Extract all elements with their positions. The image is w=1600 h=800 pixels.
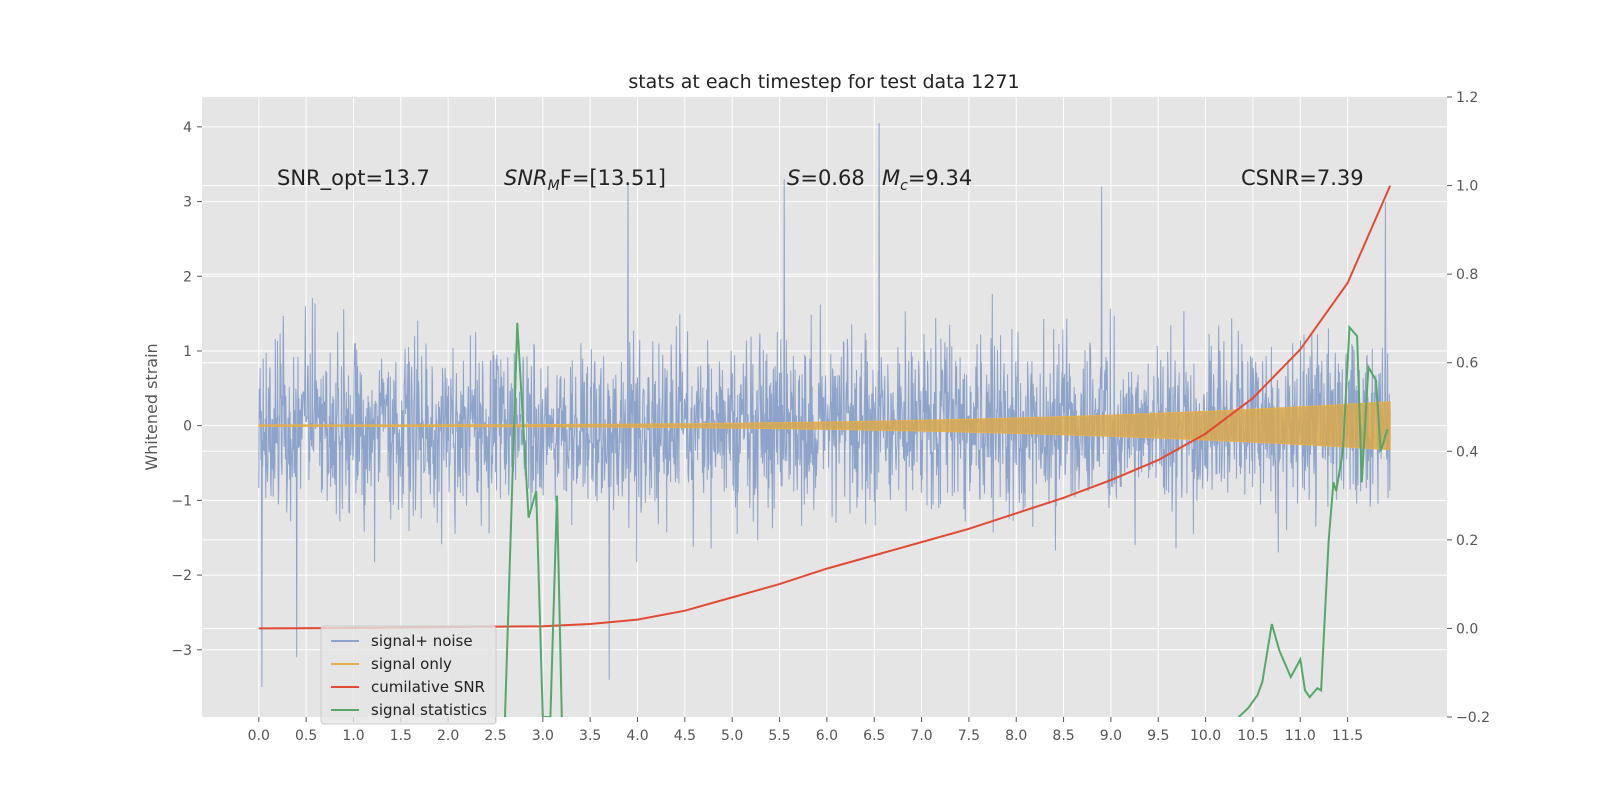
- y-tick-label: −2: [171, 568, 192, 584]
- x-tick-label: 4.5: [674, 728, 696, 744]
- y2-tick-label: 0.0: [1456, 621, 1478, 637]
- y-axis-ticks: 4 3 2 1 0 −1 −2 −3: [171, 120, 202, 659]
- x-tick-label: 10.0: [1190, 728, 1221, 744]
- y2-axis-ticks: 1.2 1.0 0.8 0.6 0.4 0.2 0.0 −0.2: [1447, 90, 1490, 726]
- x-tick-label: 1.0: [342, 728, 364, 744]
- x-tick-label: 2.0: [437, 728, 459, 744]
- legend-label-signal-statistics: signal statistics: [371, 701, 487, 719]
- y2-tick-label: −0.2: [1456, 710, 1490, 726]
- annotation-mc: Mc=9.34: [882, 166, 972, 194]
- annotation-s-main: S: [787, 166, 800, 190]
- x-tick-label: 9.0: [1100, 728, 1122, 744]
- y-axis-label: Whitened strain: [142, 343, 161, 470]
- y2-tick-label: 1.0: [1456, 179, 1478, 195]
- x-tick-label: 11.0: [1285, 728, 1316, 744]
- y-tick-label: 0: [183, 419, 192, 435]
- y2-tick-label: 0.2: [1456, 533, 1478, 549]
- y2-tick-label: 0.4: [1456, 444, 1478, 460]
- x-tick-label: 6.0: [816, 728, 838, 744]
- legend-label-signal-noise: signal+ noise: [371, 632, 473, 650]
- x-tick-label: 7.0: [910, 728, 932, 744]
- annotations: SNR_opt=13.7 SNRMF=[13.51] S=0.68 Mc=9.3…: [277, 166, 1364, 194]
- y2-tick-label: 0.6: [1456, 356, 1478, 372]
- x-tick-label: 6.5: [863, 728, 885, 744]
- legend-label-signal-only: signal only: [371, 655, 452, 673]
- x-tick-label: 9.5: [1147, 728, 1169, 744]
- annotation-snr-mf-rest: F=[13.51]: [560, 166, 666, 190]
- annotation-snr-mf-sub: M: [548, 178, 560, 194]
- legend: signal+ noise signal only cumilative SNR…: [320, 625, 497, 725]
- annotation-mc-sub: c: [900, 178, 908, 194]
- annotation-snr-opt: SNR_opt=13.7: [277, 166, 430, 191]
- x-tick-label: 3.0: [532, 728, 554, 744]
- y2-tick-label: 1.2: [1456, 90, 1478, 106]
- x-tick-label: 5.0: [721, 728, 743, 744]
- annotation-snr-mf: SNRMF=[13.51]: [504, 166, 666, 194]
- series-layer: [258, 123, 1392, 717]
- annotation-s-rest: =0.68: [800, 166, 864, 190]
- series-line-signal-noise: [258, 123, 1391, 688]
- series-area-signal-only: [258, 401, 1391, 451]
- y-tick-label: 4: [183, 120, 192, 136]
- y-tick-label: 2: [183, 269, 192, 285]
- y-tick-label: −3: [171, 643, 192, 659]
- series-line-signal-statistics: [504, 322, 1389, 717]
- annotation-snr-mf-main: SNR: [504, 166, 548, 190]
- x-tick-label: 5.5: [768, 728, 790, 744]
- annotation-mc-main: M: [882, 166, 900, 190]
- legend-label-cumilative-snr: cumilative SNR: [371, 678, 485, 696]
- legend-box: [320, 625, 497, 725]
- y-tick-label: 1: [183, 344, 192, 360]
- x-tick-label: 11.5: [1332, 728, 1363, 744]
- x-tick-label: 0.5: [295, 728, 317, 744]
- x-tick-label: 8.0: [1005, 728, 1027, 744]
- annotation-s: S=0.68: [787, 166, 865, 190]
- x-tick-label: 8.5: [1052, 728, 1074, 744]
- x-tick-label: 10.5: [1237, 728, 1268, 744]
- x-tick-label: 2.5: [484, 728, 506, 744]
- y2-tick-label: 0.8: [1456, 267, 1478, 283]
- x-tick-label: 3.5: [579, 728, 601, 744]
- y-tick-label: 3: [183, 195, 192, 211]
- x-tick-label: 1.5: [390, 728, 412, 744]
- x-tick-label: 7.5: [958, 728, 980, 744]
- x-tick-label: 4.0: [626, 728, 648, 744]
- x-axis-ticks: 0.0 0.5 1.0 1.5 2.0 2.5 3.0 3.5 4.0 4.5 5.0 5.5 6.0 6…: [248, 717, 1363, 744]
- x-tick-label: 0.0: [248, 728, 270, 744]
- chart-title: stats at each timestep for test data 127…: [628, 71, 1019, 93]
- series-line-cumilative-snr: [258, 185, 1392, 630]
- annotation-csnr: CSNR=7.39: [1241, 166, 1364, 190]
- annotation-mc-rest: =9.34: [908, 166, 972, 190]
- y-tick-label: −1: [171, 493, 192, 509]
